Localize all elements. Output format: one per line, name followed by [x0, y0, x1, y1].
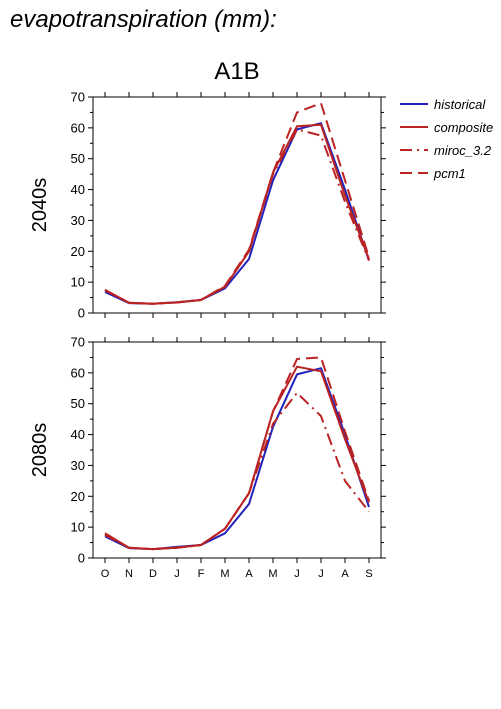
y-tick-label: 50 — [71, 151, 85, 166]
y-tick-label: 70 — [71, 90, 85, 105]
y-tick-label: 60 — [71, 120, 85, 135]
y-tick-label: 0 — [78, 551, 85, 566]
series-line-miroc-3-2 — [104, 128, 370, 305]
y-tick-label: 40 — [71, 182, 85, 197]
x-tick-label: A — [245, 568, 253, 580]
x-tick-label: A — [341, 568, 349, 580]
series-line-pcm1 — [104, 102, 370, 305]
legend: historical composite miroc_3.2 pcm1 — [400, 97, 493, 181]
x-tick-label: J — [174, 568, 180, 580]
scenario-title: A1B — [214, 58, 259, 85]
legend-label: composite — [434, 120, 493, 135]
y-tick-label: 50 — [71, 396, 85, 411]
x-tick-label: J — [318, 568, 324, 580]
plot-frame — [92, 96, 382, 314]
figure-heading: evapotranspiration (mm): — [10, 6, 277, 33]
y-tick-label: 30 — [71, 458, 85, 473]
x-tick-label: D — [149, 568, 157, 580]
row-label: 2080s — [29, 423, 51, 478]
y-tick-label: 70 — [71, 335, 85, 350]
series-line-pcm1 — [104, 356, 370, 551]
x-tick-label: N — [125, 568, 133, 580]
x-tick-label: F — [198, 568, 205, 580]
panel-2080s: 0 10 20 30 40 50 60 70 O N D J F M A M J J A S 2080s — [29, 335, 386, 580]
series-line-miroc-3-2 — [104, 391, 370, 551]
x-tick-label: J — [294, 568, 300, 580]
y-tick-label: 30 — [71, 213, 85, 228]
legend-label: pcm1 — [433, 166, 466, 181]
y-tick-label: 40 — [71, 427, 85, 442]
series-line-composite — [104, 365, 370, 551]
series-line-composite — [104, 123, 370, 305]
y-tick-label: 10 — [71, 275, 85, 290]
legend-label: historical — [434, 97, 486, 112]
x-tick-label: M — [220, 568, 229, 580]
y-tick-label: 0 — [78, 306, 85, 321]
y-tick-label: 60 — [71, 365, 85, 380]
x-tick-label: O — [101, 568, 110, 580]
row-label: 2040s — [29, 178, 51, 233]
x-tick-label: S — [365, 568, 372, 580]
legend-label: miroc_3.2 — [434, 143, 492, 158]
y-tick-label: 20 — [71, 244, 85, 259]
y-tick-label: 20 — [71, 489, 85, 504]
x-tick-label: M — [268, 568, 277, 580]
plot-frame — [92, 341, 382, 559]
panel-2040s: 0 10 20 30 40 50 60 70 2040s — [29, 90, 386, 321]
y-tick-label: 10 — [71, 520, 85, 535]
